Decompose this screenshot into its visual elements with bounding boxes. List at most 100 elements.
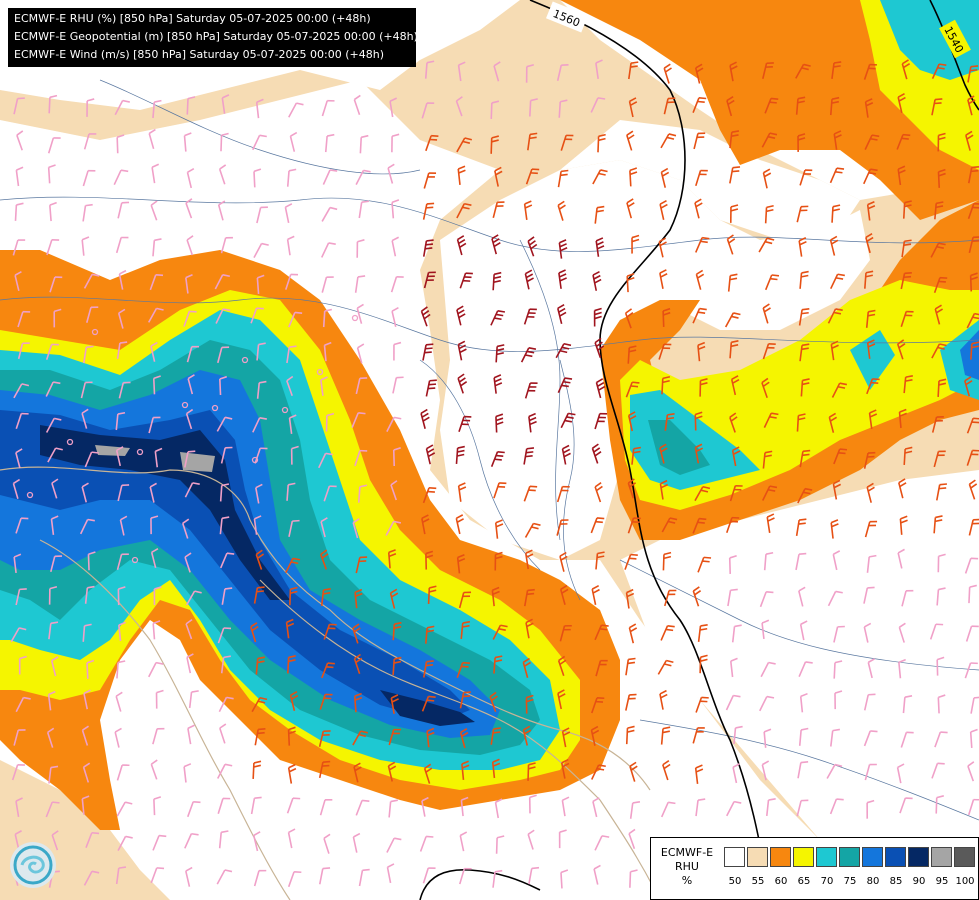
wind-barb xyxy=(559,551,568,572)
wind-barb xyxy=(697,623,708,642)
wind-barb xyxy=(864,520,878,538)
wind-barb xyxy=(353,94,361,115)
wind-barb xyxy=(421,796,429,817)
wind-barb xyxy=(46,727,55,748)
wind-barb xyxy=(149,274,164,291)
wind-barb xyxy=(795,63,811,79)
wind-barb xyxy=(286,797,301,814)
wind-barb xyxy=(50,555,63,572)
wind-barb xyxy=(117,201,130,219)
wind-barb xyxy=(218,164,227,185)
wind-barb xyxy=(254,447,268,464)
wind-barb xyxy=(14,202,24,221)
wind-barb xyxy=(903,446,913,466)
wind-barb xyxy=(558,269,567,289)
calm-wind-circle xyxy=(251,456,259,464)
wind-barb xyxy=(663,63,672,84)
legend-tick: 50 xyxy=(728,876,742,887)
wind-barb xyxy=(766,513,775,534)
wind-barb xyxy=(217,763,233,779)
cyan-region-east-tip xyxy=(850,330,895,390)
wind-barb xyxy=(119,515,128,536)
wind-barb xyxy=(15,448,23,469)
wind-barb xyxy=(590,725,600,746)
wind-barb xyxy=(829,235,839,256)
wind-barb xyxy=(491,234,501,255)
wind-barb xyxy=(867,658,876,679)
wind-barb xyxy=(729,61,738,82)
wind-barb xyxy=(151,163,160,184)
wind-barb xyxy=(82,623,92,642)
wind-barb xyxy=(13,729,26,746)
wind-barb xyxy=(456,553,466,574)
wind-barb xyxy=(523,447,535,465)
wind-barb xyxy=(524,382,538,399)
wind-barb xyxy=(493,61,501,82)
wind-barb xyxy=(457,340,467,361)
wind-barb xyxy=(386,837,402,853)
wind-barb xyxy=(427,585,437,604)
wind-barb xyxy=(591,764,606,780)
wind-barb xyxy=(558,99,568,118)
wind-barb xyxy=(359,134,369,154)
wind-barb xyxy=(425,625,435,644)
wind-barb xyxy=(624,553,638,570)
wind-barb xyxy=(217,797,231,815)
wind-barb xyxy=(726,234,736,255)
wind-barb xyxy=(697,556,712,573)
wind-barb xyxy=(216,416,233,432)
wind-barb xyxy=(865,309,876,328)
wind-barb xyxy=(864,98,874,118)
wind-barb xyxy=(694,443,704,464)
wind-barb xyxy=(423,763,433,784)
legend-swatch xyxy=(908,847,929,867)
wind-barb xyxy=(324,133,335,153)
wind-barb xyxy=(561,444,571,465)
legend-unit: % xyxy=(681,874,693,887)
wind-barb xyxy=(320,587,331,606)
mid-blue-region-south-tail xyxy=(380,690,475,726)
wind-barb xyxy=(863,168,878,185)
wind-barb xyxy=(188,690,199,709)
wind-barb xyxy=(388,799,398,818)
wind-barb xyxy=(762,343,776,360)
wind-barb xyxy=(490,310,506,326)
wind-barb xyxy=(425,379,437,397)
calm-wind-circle xyxy=(66,438,74,446)
wind-barb xyxy=(421,695,436,712)
wind-barb xyxy=(490,451,505,467)
wind-barb xyxy=(935,795,944,814)
wind-barb xyxy=(321,242,336,258)
wind-barb xyxy=(726,516,740,534)
wind-barb xyxy=(45,417,62,433)
wind-barb xyxy=(219,516,230,535)
wind-barb xyxy=(967,761,975,782)
calm-wind-circle xyxy=(351,314,359,322)
wind-barb xyxy=(219,483,230,502)
wind-barb xyxy=(252,134,267,151)
wind-barb xyxy=(594,205,605,224)
wind-barb xyxy=(420,306,431,327)
wind-barb xyxy=(558,239,568,259)
wind-barb xyxy=(762,168,772,189)
wind-barb xyxy=(458,591,472,609)
wind-barb xyxy=(253,168,262,188)
wind-barb xyxy=(325,412,335,432)
wind-barb xyxy=(152,375,161,395)
legend-swatch xyxy=(816,847,837,867)
wind-barb xyxy=(253,242,269,259)
wind-barb xyxy=(759,695,775,712)
wind-barb xyxy=(81,482,89,503)
wind-barb xyxy=(764,204,774,224)
wind-barb xyxy=(390,480,398,501)
contour-south xyxy=(419,869,541,900)
wind-barb xyxy=(459,831,468,852)
wind-barb xyxy=(931,343,947,359)
wind-barb xyxy=(629,167,638,187)
wind-barb xyxy=(969,728,978,748)
wind-barb xyxy=(150,547,159,569)
legend-tick: 90 xyxy=(912,876,926,887)
wind-barb xyxy=(659,443,668,464)
wind-barb xyxy=(899,797,913,814)
wind-barb xyxy=(659,269,668,289)
